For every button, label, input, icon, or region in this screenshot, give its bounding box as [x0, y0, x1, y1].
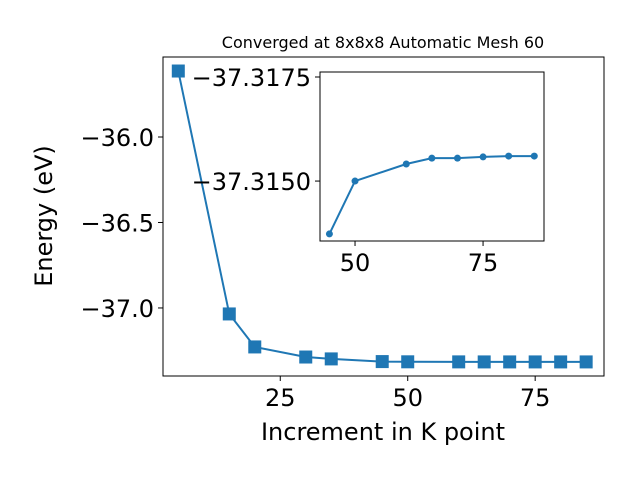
data-marker [401, 355, 415, 369]
y-tick-label: −37.0 [80, 295, 154, 323]
data-marker [375, 355, 389, 369]
data-marker [477, 355, 491, 369]
data-line [328, 155, 535, 235]
data-marker [528, 355, 542, 369]
data-marker [479, 153, 487, 161]
x-axis-label: Increment in K point [261, 418, 505, 446]
y-tick-label: −36.5 [80, 209, 154, 237]
y-tick-label: −36.0 [80, 124, 154, 152]
data-marker [452, 355, 466, 369]
data-marker [505, 152, 513, 160]
data-marker [402, 160, 410, 168]
chart-title: Converged at 8x8x8 Automatic Mesh 60 [222, 33, 544, 52]
x-tick-label: 75 [520, 384, 551, 412]
x-tick-label: 25 [265, 384, 296, 412]
data-marker [325, 230, 333, 238]
data-marker [299, 350, 313, 364]
data-marker [530, 152, 538, 160]
y-axis-label: Energy (eV) [30, 145, 58, 287]
data-marker [503, 355, 517, 369]
data-marker [554, 355, 568, 369]
data-marker [351, 177, 359, 185]
x-tick-label: 50 [392, 384, 423, 412]
y-tick-label: −37.3150 [192, 168, 311, 196]
data-marker [453, 154, 461, 162]
data-marker [579, 355, 593, 369]
data-marker [428, 154, 436, 162]
data-marker [324, 352, 338, 366]
data-marker [222, 307, 236, 321]
data-marker [171, 64, 185, 78]
y-tick-label: −37.3175 [192, 64, 311, 92]
x-tick-label: 75 [468, 249, 499, 277]
data-marker [248, 340, 262, 354]
x-tick-label: 50 [340, 249, 371, 277]
